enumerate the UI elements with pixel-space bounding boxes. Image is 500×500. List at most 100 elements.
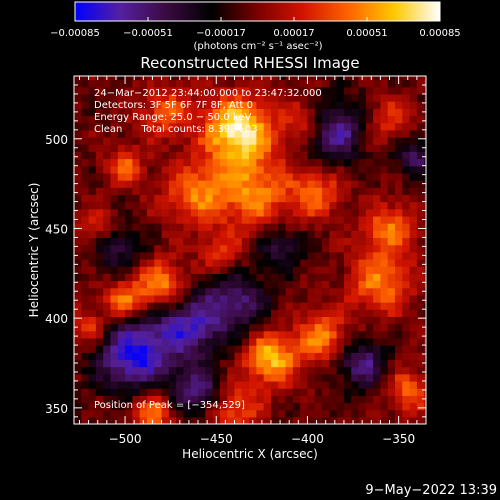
heatmap-cell [139,266,148,274]
heatmap-cell [343,366,352,375]
colorbar-tick-label: −0.00051 [123,28,173,39]
heatmap-cell [241,280,250,289]
heatmap-cell [292,266,301,274]
heatmap-cell [110,316,119,325]
heatmap-cell [81,287,90,296]
heatmap-cell [351,402,360,411]
heatmap-cell [205,223,214,231]
heatmap-cell [409,187,418,195]
heatmap-cell [358,237,367,246]
heatmap-cell [139,86,148,95]
heatmap-cell [168,352,177,361]
heatmap-cell [336,201,345,210]
heatmap-cell [154,180,163,188]
heatmap-cell [270,76,279,81]
heatmap-cell [95,258,104,267]
heatmap-cell [365,302,374,310]
heatmap-cell [256,101,265,109]
heatmap-cell [81,101,90,109]
heatmap-cell [74,388,82,396]
heatmap-cell [409,416,418,424]
heatmap-cell [198,366,206,375]
heatmap-cell [161,309,170,317]
heatmap-cell [190,136,199,145]
heatmap-cell [117,244,126,253]
heatmap-cell [125,388,133,396]
heatmap-cell [409,180,418,188]
heatmap-cell [154,194,163,203]
heatmap-cell [307,323,316,332]
heatmap-cell [205,165,214,174]
heatmap-cell [285,151,294,160]
heatmap-cell [249,251,257,260]
heatmap-cell [292,151,301,160]
heatmap-cell [161,380,170,389]
heatmap-cell [322,108,330,117]
heatmap-cell [402,244,411,253]
heatmap-cell [336,122,345,131]
heatmap-cell [132,402,141,411]
heatmap-cell [373,208,382,217]
heatmap-cell [241,409,250,418]
heatmap-cell [307,345,316,353]
heatmap-cell [263,76,272,81]
heatmap-cell [168,366,177,375]
heatmap-cell [227,86,236,95]
heatmap-cell [219,266,228,274]
heatmap-cell [343,373,352,382]
heatmap-cell [416,208,425,217]
heatmap-cell [234,194,243,203]
heatmap-cell [307,244,316,253]
heatmap-cell [81,136,90,145]
heatmap-cell [110,251,119,260]
heatmap-cell [205,122,214,131]
heatmap-cell [358,180,367,188]
heatmap-cell [307,388,316,396]
heatmap-cell [227,136,236,145]
heatmap-cell [110,172,119,181]
heatmap-cell [307,395,316,404]
heatmap-cell [234,337,243,346]
heatmap-cell [125,294,133,303]
heatmap-cell [329,215,338,224]
heatmap-cell [74,79,82,88]
heatmap-cell [394,337,403,346]
heatmap-cell [168,172,177,181]
heatmap-cell [402,122,411,131]
heatmap-cell [241,194,250,203]
heatmap-cell [117,172,126,181]
heatmap-cell [88,136,97,145]
heatmap-cell [402,337,411,346]
heatmap-cell [256,395,265,404]
heatmap-cell [168,380,177,389]
heatmap-cell [110,201,119,210]
heatmap-cell [176,251,185,260]
heatmap-cell [234,201,243,210]
heatmap-cell [343,93,352,102]
heatmap-cell [322,201,330,210]
heatmap-cell [154,388,163,396]
heatmap-cell [183,101,192,109]
heatmap-cell [292,366,301,375]
heatmap-cell [212,316,221,325]
heatmap-cell [278,101,287,109]
heatmap-cell [132,223,141,231]
heatmap-cell [125,76,133,81]
heatmap-cell [146,144,155,152]
heatmap-cell [424,93,426,102]
heatmap-cell [416,76,425,81]
heatmap-cell [314,266,323,274]
heatmap-cell [234,101,243,109]
heatmap-cell [263,366,272,375]
heatmap-cell [154,144,163,152]
heatmap-cell [292,258,301,267]
heatmap-cell [74,352,82,361]
heatmap-cell [351,366,360,375]
heatmap-cell [343,416,352,424]
heatmap-cell [270,158,279,167]
heatmap-cell [227,416,236,424]
heatmap-cell [329,359,338,368]
heatmap-cell [394,230,403,239]
heatmap-cell [81,122,90,131]
